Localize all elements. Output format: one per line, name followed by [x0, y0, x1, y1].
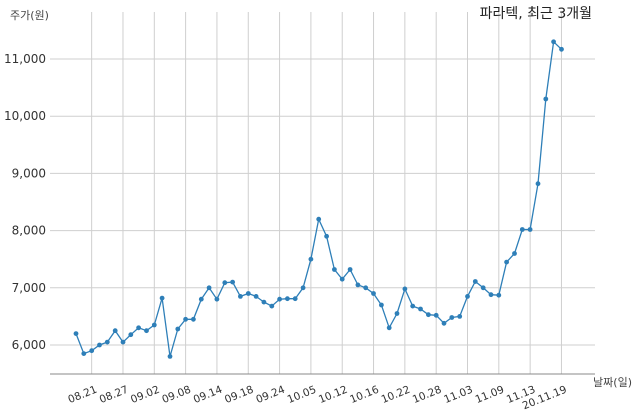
- x-tick-label: 09.08: [160, 384, 192, 406]
- x-tick-label: 10.12: [317, 384, 349, 406]
- data-point: [73, 331, 79, 336]
- data-point: [136, 325, 142, 331]
- data-point: [277, 296, 282, 302]
- x-tick-label: 10.16: [348, 384, 381, 407]
- y-tick-label: 6,000: [12, 338, 46, 352]
- x-tick-label: 10.28: [411, 384, 443, 406]
- data-point: [206, 285, 212, 291]
- data-point: [175, 326, 181, 332]
- data-point: [527, 227, 533, 232]
- data-point: [535, 181, 541, 187]
- y-tick-label: 8,000: [12, 224, 46, 238]
- data-point: [230, 279, 236, 285]
- data-point: [285, 296, 290, 302]
- y-axis-label: 주가(원): [10, 9, 49, 22]
- y-tick-labels: 6,000 7,000 8,000 9,000 10,000 11,000: [4, 52, 46, 352]
- y-tick-label: 10,000: [4, 109, 46, 123]
- chart-title: 파라텍, 최근 3개월: [480, 6, 592, 22]
- data-point: [89, 348, 95, 354]
- data-point: [245, 291, 251, 296]
- x-tick-label: 08.27: [98, 384, 130, 406]
- data-point: [371, 291, 376, 296]
- data-point: [472, 279, 478, 284]
- x-tick-label: 10.05: [286, 384, 318, 406]
- data-point: [104, 339, 110, 345]
- data-point: [191, 316, 196, 322]
- data-point: [159, 295, 165, 301]
- data-point: [402, 286, 408, 292]
- data-point: [292, 296, 298, 302]
- data-point: [316, 216, 322, 222]
- data-point: [551, 39, 556, 45]
- data-point: [300, 285, 306, 291]
- x-tick-label: 09.18: [223, 384, 255, 406]
- data-point: [128, 332, 134, 338]
- data-point: [324, 233, 329, 239]
- data-point: [559, 46, 564, 52]
- data-point: [512, 251, 517, 256]
- data-point: [449, 315, 455, 320]
- data-point: [120, 339, 126, 345]
- data-point: [339, 276, 345, 282]
- data-point: [355, 282, 361, 288]
- x-tick-label: 08.21: [66, 384, 98, 406]
- data-point: [379, 302, 384, 308]
- data-point: [426, 312, 431, 318]
- data-point: [222, 280, 228, 286]
- y-tick-label: 7,000: [12, 281, 46, 295]
- data-point: [433, 312, 439, 318]
- data-point: [97, 342, 102, 348]
- data-point: [386, 325, 392, 331]
- y-tick-label: 9,000: [12, 166, 46, 180]
- x-tick-label: 11.09: [474, 384, 506, 406]
- data-point: [253, 294, 259, 299]
- data-point: [269, 303, 275, 309]
- series-line: [75, 40, 562, 357]
- data-point: [261, 299, 267, 305]
- x-tick-labels: 08.2108.2709.0209.0809.1409.1809.2410.05…: [66, 384, 568, 413]
- x-tick-label: 09.24: [254, 384, 287, 407]
- x-tick-label: 09.02: [129, 384, 161, 406]
- data-point: [238, 294, 243, 299]
- data-point: [151, 322, 157, 328]
- data-point: [394, 311, 400, 316]
- data-point: [308, 256, 314, 262]
- data-point: [418, 306, 423, 312]
- data-point: [543, 96, 549, 102]
- x-tick-label: 09.14: [192, 384, 225, 407]
- data-point: [332, 267, 337, 272]
- data-point: [488, 292, 494, 298]
- x-axis-label: 날짜(일): [593, 375, 632, 389]
- data-point: [167, 354, 173, 359]
- data-point: [410, 303, 416, 309]
- data-point: [347, 267, 353, 272]
- data-point: [363, 285, 369, 291]
- data-point: [465, 294, 470, 299]
- data-point: [441, 320, 447, 326]
- x-tick-label: 11.03: [442, 384, 474, 406]
- data-points: [73, 39, 564, 359]
- data-point: [183, 316, 189, 322]
- data-point: [519, 227, 525, 232]
- y-tick-label: 11,000: [4, 52, 46, 66]
- x-tick-label: 10.22: [380, 384, 412, 406]
- data-point: [496, 292, 502, 298]
- data-point: [457, 314, 463, 319]
- data-point: [198, 296, 204, 302]
- data-point: [480, 285, 486, 291]
- data-point: [504, 259, 509, 265]
- data-point: [214, 296, 220, 302]
- data-point: [144, 328, 149, 334]
- data-point: [81, 351, 87, 356]
- data-point: [112, 328, 118, 334]
- grid-lines: [50, 12, 595, 374]
